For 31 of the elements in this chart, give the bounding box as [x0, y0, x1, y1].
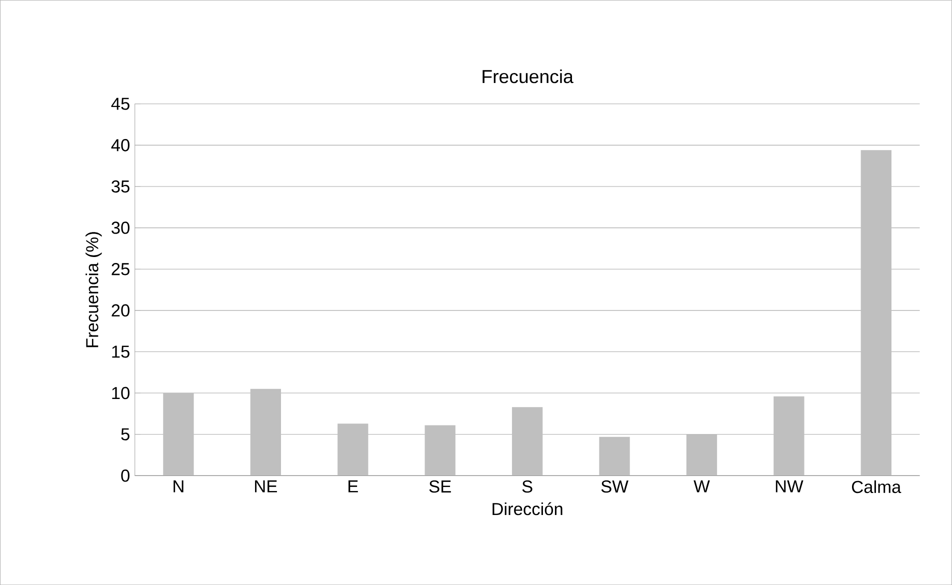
y-tick-label: 40: [111, 138, 130, 152]
bar: [686, 434, 718, 476]
y-tick-label: 45: [111, 98, 130, 110]
bar: [599, 436, 630, 476]
bar: [163, 392, 194, 476]
x-tick-label: W: [694, 480, 710, 492]
bar: [338, 424, 368, 476]
chart-title: Frecuencia: [482, 69, 574, 84]
y-tick-label: 20: [112, 304, 130, 316]
bar: [512, 407, 543, 476]
y-tick-label: 35: [112, 180, 130, 193]
x-tick-label: N: [174, 480, 184, 492]
x-tick-label: NW: [776, 480, 804, 492]
bar: [424, 425, 456, 476]
x-axis-title: Dirección: [492, 502, 562, 516]
y-axis-title: Frecuencia (%): [86, 232, 102, 347]
y-tick-label: 30: [112, 222, 130, 234]
x-tick-label: S: [522, 480, 532, 493]
y-tick-label: 25: [112, 262, 130, 276]
y-tick-label: 10: [112, 386, 130, 400]
bar: [250, 388, 281, 476]
y-tick-label: 15: [112, 346, 130, 358]
y-tick-label: 5: [121, 428, 130, 440]
x-tick-label: NE: [255, 480, 277, 492]
bar: [774, 396, 804, 476]
x-tick-label: SE: [429, 480, 451, 493]
y-tick-label: 0: [121, 469, 130, 482]
bar: [860, 150, 892, 476]
x-tick-label: Calma: [852, 480, 902, 493]
x-tick-label: SW: [601, 480, 628, 493]
x-tick-label: E: [348, 480, 358, 492]
